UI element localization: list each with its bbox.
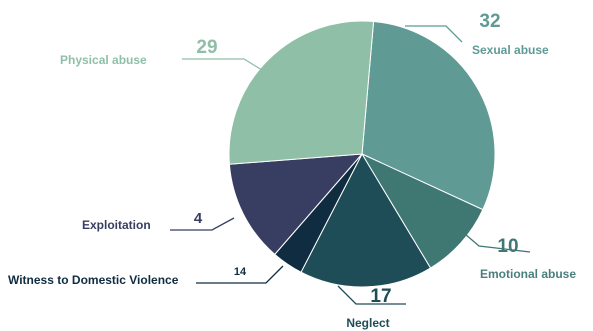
leader-line-sexual-abuse — [405, 25, 463, 43]
pie-slices — [228, 20, 496, 288]
leader-line-witness-to-domestic-violence — [196, 265, 284, 284]
pie-slice-emotional-abuse — [360, 152, 484, 269]
data-label-witness-to-domestic-violence: 14 — [234, 266, 247, 278]
data-label-emotional-abuse: 10 — [497, 236, 518, 257]
category-label-witness-to-domestic-violence: Witness to Domestic Violence — [8, 273, 179, 287]
leader-lines — [170, 25, 531, 305]
data-label-exploitation: 4 — [194, 210, 203, 227]
pie-slice-physical-abuse — [228, 20, 375, 165]
category-label-sexual-abuse: Sexual abuse — [472, 43, 549, 57]
data-label-physical-abuse: 29 — [196, 37, 217, 58]
leader-line-physical-abuse — [182, 58, 263, 71]
leader-line-neglect — [337, 285, 406, 305]
category-label-neglect: Neglect — [346, 316, 389, 330]
slice-labels: 32 Sexual abuse 10 Emotional abuse 17 Neglect… — [8, 11, 576, 330]
category-label-physical-abuse: Physical abuse — [60, 53, 147, 67]
pie-slice-neglect — [300, 152, 432, 288]
pie-slice-sexual-abuse — [361, 20, 496, 211]
category-label-exploitation: Exploitation — [82, 218, 151, 232]
leader-line-emotional-abuse — [457, 227, 531, 253]
category-label-emotional-abuse: Emotional abuse — [480, 267, 576, 281]
data-label-sexual-abuse: 32 — [479, 11, 500, 32]
pie-slice-exploitation — [228, 153, 364, 256]
data-label-neglect: 17 — [370, 286, 391, 307]
leader-line-exploitation — [170, 217, 235, 231]
